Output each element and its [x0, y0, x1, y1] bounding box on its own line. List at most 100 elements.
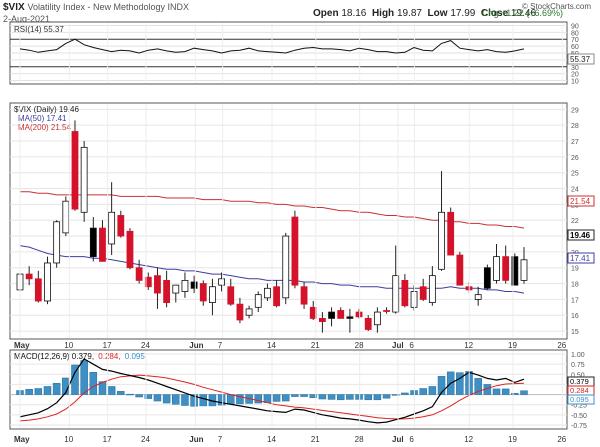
- macd-tick-label: -0.75: [571, 423, 587, 430]
- candle-body: [282, 235, 290, 299]
- rsi-badge: [567, 53, 595, 65]
- price-tick-label: 19: [571, 266, 579, 273]
- macd-hist-bar: [300, 394, 308, 397]
- date-tick-label: 14: [267, 435, 276, 444]
- price-tick-label: 16: [571, 313, 579, 320]
- candle-body: [34, 278, 42, 302]
- date-tick-label: 17: [103, 341, 112, 350]
- low-value: 17.99: [450, 8, 476, 19]
- candle-body: [144, 276, 152, 288]
- rsi-badge-text: 55.37: [570, 55, 591, 64]
- candle-body: [80, 146, 88, 213]
- price-tick-label: 24: [571, 187, 579, 194]
- candle-body: [373, 311, 381, 326]
- candle-body: [273, 286, 280, 307]
- candle-body: [328, 311, 335, 319]
- macd-hist-bar: [172, 394, 180, 405]
- date-tick-label: Jun: [189, 341, 203, 350]
- rsi-panel: 908070605040302010 RSI(14) 55.37 55.37: [9, 21, 595, 86]
- candle-body: [99, 227, 106, 262]
- rsi-tick-label: 90: [571, 23, 579, 30]
- high-value: 19.87: [396, 8, 422, 19]
- macd-hist-bar: [153, 394, 162, 402]
- candle-body: [199, 283, 207, 302]
- price-tick-label: 28: [571, 123, 579, 130]
- macd-hist-bar: [162, 394, 171, 404]
- macd-hist-bar: [117, 391, 125, 395]
- macd-hist-bar: [373, 394, 382, 401]
- price-legend-title: $VIX (Daily) 19.46: [14, 105, 79, 114]
- candle-body: [355, 311, 363, 318]
- macd-tick-label: 1.00: [571, 352, 585, 359]
- signal-badge-text: 0.284: [570, 386, 589, 395]
- macd-hist-bar: [327, 394, 336, 400]
- price-tick-label: 15: [571, 329, 579, 336]
- candle-body: [474, 294, 482, 300]
- candle-body: [236, 303, 244, 321]
- candle-body: [264, 287, 271, 299]
- date-tick-label: May: [14, 435, 30, 444]
- date-tick-label: 28: [355, 341, 364, 350]
- macd-hist-bar: [346, 394, 354, 400]
- date-tick-label: 12: [464, 341, 473, 350]
- hist-badge: [567, 394, 595, 405]
- rsi-tick-label: 80: [571, 30, 579, 37]
- price-tick-label: 22: [571, 218, 579, 225]
- macd-legend-hist: 0.095: [125, 352, 146, 361]
- date-tick-label: 28: [355, 435, 364, 444]
- candle-body: [227, 286, 235, 305]
- macd-hist-bar: [355, 394, 363, 400]
- macd-hist-bar: [391, 394, 400, 396]
- date-tick-label: 10: [64, 341, 73, 350]
- candle-body: [254, 294, 262, 308]
- macd-hist-bar: [236, 394, 244, 405]
- price-tick-label: 17: [571, 297, 579, 304]
- macd-hist-bar: [199, 394, 208, 407]
- candle-body: [89, 227, 97, 258]
- date-tick-label: 12: [464, 435, 473, 444]
- date-tick-label: 26: [557, 435, 566, 444]
- macd-hist-bar: [263, 394, 272, 403]
- close-badge-text: 19.46: [570, 231, 591, 240]
- candle-body: [337, 310, 345, 319]
- date-tick-label: Jun: [189, 435, 203, 444]
- macd-tick-label: 0.50: [571, 372, 585, 379]
- macd-tick-label: 0.75: [571, 362, 585, 369]
- rsi-tick-label: 10: [571, 79, 579, 86]
- date-tick-label: 26: [557, 341, 566, 350]
- date-tick-label: 6: [409, 341, 414, 350]
- macd-hist-bar: [227, 394, 235, 405]
- candle-body: [502, 256, 510, 281]
- price-tick-label: 27: [571, 139, 579, 146]
- high-label: High: [371, 8, 395, 19]
- hist-badge-text: 0.095: [570, 395, 589, 404]
- candle-body: [209, 286, 216, 303]
- candle-body: [520, 259, 528, 281]
- date-tick-label: 17: [103, 435, 112, 444]
- candlesticks: [16, 120, 528, 333]
- symbol: $VIX: [3, 2, 25, 13]
- date-tick-label: 14: [267, 341, 276, 350]
- macd-hist-bar: [281, 394, 290, 402]
- candle-body: [364, 318, 372, 330]
- macd-hist-bar: [98, 381, 107, 395]
- candle-body: [154, 275, 161, 294]
- macd-hist-bar: [190, 394, 198, 407]
- candle-body: [108, 211, 116, 245]
- rsi-tick-label: 70: [571, 37, 579, 44]
- macd-hist-bar: [217, 394, 226, 406]
- rsi-line: [19, 38, 525, 54]
- date-tick-label: Jul: [392, 341, 404, 350]
- rsi-tick-label: 60: [571, 44, 579, 51]
- date-tick-label: Jul: [392, 435, 404, 444]
- chart-date: 2-Aug-2021: [3, 14, 51, 24]
- date-tick-label: 24: [141, 435, 150, 444]
- candle-body: [53, 221, 61, 264]
- macd-hist-bar: [80, 360, 88, 395]
- close-value: 19.46: [510, 8, 536, 19]
- candle-body: [163, 279, 171, 303]
- macd-hist-bar: [135, 394, 143, 398]
- macd-hist-bar: [401, 392, 409, 395]
- candle-body: [511, 256, 519, 286]
- candle-body: [456, 254, 464, 286]
